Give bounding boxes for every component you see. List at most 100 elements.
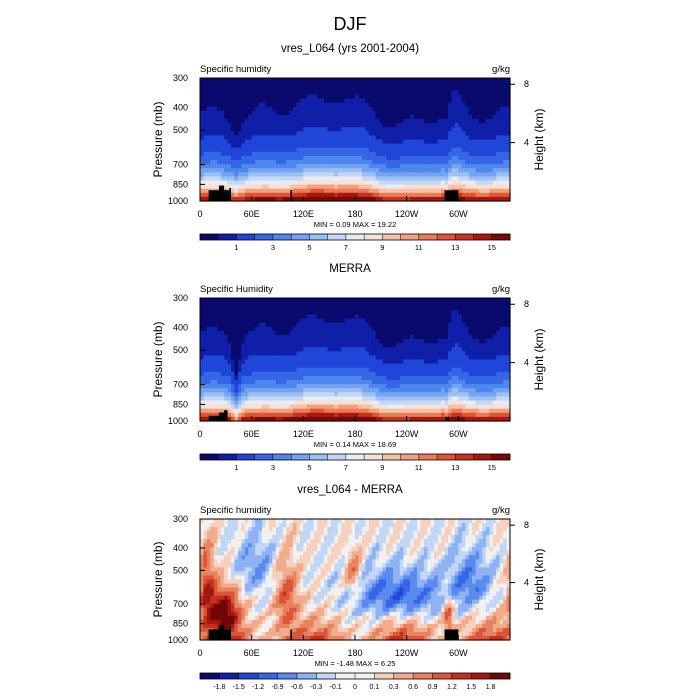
field-cell: [365, 160, 370, 165]
field-cell: [224, 334, 229, 340]
field-cell: [451, 127, 456, 132]
field-cell: [365, 363, 370, 369]
field-cell: [392, 347, 397, 352]
field-cell: [348, 367, 353, 373]
field-cell: [472, 119, 477, 124]
field-cell: [251, 143, 256, 149]
field-cell: [320, 123, 325, 128]
field-cell: [465, 371, 470, 377]
field-cell: [372, 139, 377, 145]
field-cell: [341, 339, 346, 344]
field-cell: [317, 380, 322, 385]
field-cell: [386, 310, 391, 315]
field-cell: [337, 318, 342, 324]
field-cell: [420, 94, 425, 100]
field-cell: [444, 384, 449, 389]
field-cell: [255, 90, 260, 95]
field-cell: [489, 127, 494, 132]
field-cell: [472, 106, 477, 112]
field-cell: [244, 188, 249, 194]
field-cell: [317, 176, 322, 182]
field-cell: [227, 102, 232, 108]
field-cell: [241, 102, 246, 108]
field-cell: [299, 119, 304, 124]
field-cell: [265, 196, 270, 202]
field-cell: [406, 102, 411, 108]
field-cell: [386, 192, 391, 198]
field-cell: [310, 168, 315, 173]
field-cell: [499, 298, 504, 303]
field-cell: [451, 114, 456, 120]
field-cell: [317, 351, 322, 356]
field-cell: [289, 147, 294, 153]
field-cell: [403, 143, 408, 149]
field-cell: [289, 310, 294, 315]
field-cell: [479, 135, 484, 141]
field-cell: [231, 135, 236, 141]
field-cell: [427, 375, 432, 381]
field-cell: [458, 343, 463, 348]
field-cell: [224, 176, 229, 182]
field-cell: [475, 176, 480, 182]
field-cell: [224, 143, 229, 149]
field-cell: [420, 82, 425, 87]
field-cell: [265, 339, 270, 344]
field-cell: [241, 339, 246, 344]
field-cell: [289, 127, 294, 132]
field-cell: [472, 164, 477, 169]
field-cell: [272, 384, 277, 389]
field-cell: [217, 168, 222, 173]
field-cell: [403, 196, 408, 202]
field-cell: [434, 127, 439, 132]
field-cell: [203, 192, 208, 198]
field-cell: [423, 123, 428, 128]
field-cell: [337, 359, 342, 365]
field-cell: [289, 82, 294, 87]
field-cell: [475, 106, 480, 112]
field-cell: [465, 114, 470, 120]
field-cell: [389, 359, 394, 365]
field-cell: [244, 363, 249, 369]
field-cell: [437, 82, 442, 87]
field-cell: [479, 155, 484, 161]
field-cell: [279, 94, 284, 100]
field-cell: [251, 168, 256, 173]
field-cell: [461, 384, 466, 389]
field-cell: [244, 343, 249, 348]
field-cell: [289, 139, 294, 145]
field-cell: [334, 380, 339, 385]
field-cell: [441, 176, 446, 182]
field-cell: [475, 86, 480, 91]
field-cell: [303, 160, 308, 165]
field-cell: [262, 384, 267, 389]
field-cell: [496, 326, 501, 332]
field-cell: [248, 131, 253, 136]
field-cell: [296, 102, 301, 108]
field-cell: [492, 371, 497, 377]
field-cell: [365, 102, 370, 108]
field-cell: [410, 110, 415, 116]
field-cell: [492, 94, 497, 100]
field-cell: [465, 86, 470, 91]
field-cell: [368, 306, 373, 311]
field-cell: [344, 114, 349, 120]
colorbar-label: 3: [271, 243, 275, 252]
field-cell: [503, 106, 508, 112]
field-cell: [406, 318, 411, 324]
field-cell: [296, 188, 301, 194]
field-cell: [248, 188, 253, 194]
field-cell: [475, 347, 480, 352]
field-cell: [368, 119, 373, 124]
field-cell: [375, 147, 380, 153]
field-cell: [458, 98, 463, 104]
field-cell: [244, 114, 249, 120]
field-cell: [293, 94, 298, 100]
field-cell: [472, 347, 477, 352]
field-cell: [320, 318, 325, 324]
field-cell: [389, 86, 394, 91]
field-cell: [427, 168, 432, 173]
field-cell: [299, 164, 304, 169]
field-cell: [275, 380, 280, 385]
field-cell: [403, 384, 408, 389]
field-cell: [241, 380, 246, 385]
